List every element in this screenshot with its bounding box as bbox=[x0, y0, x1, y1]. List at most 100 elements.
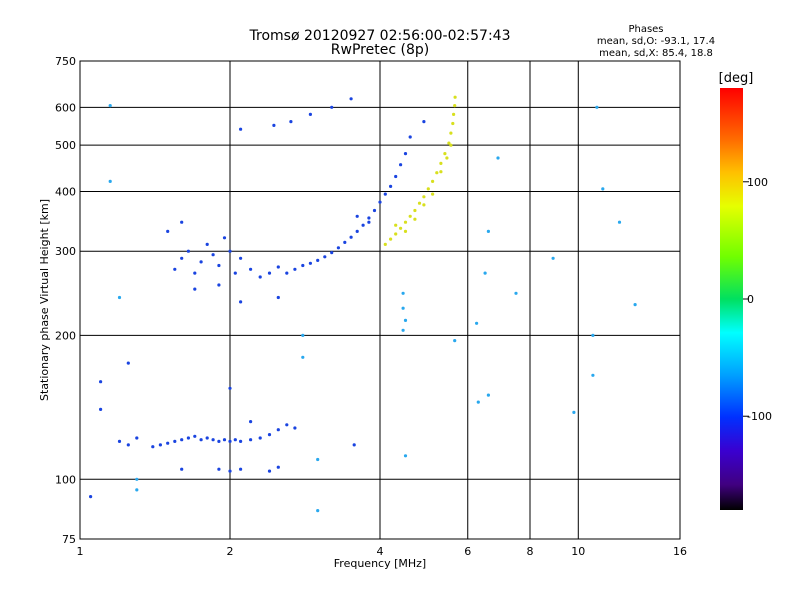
data-point-s0-16 bbox=[285, 271, 289, 275]
chart-subtitle: RwPretec (8p) bbox=[331, 42, 429, 58]
data-point-s0-27 bbox=[361, 223, 365, 227]
data-point-s3-8 bbox=[401, 328, 405, 332]
y-tick-label-400: 400 bbox=[55, 185, 76, 198]
data-point-s1-22 bbox=[285, 423, 289, 427]
data-point-s2-15 bbox=[449, 131, 453, 135]
data-point-s0-22 bbox=[330, 251, 334, 255]
data-point-s0-23 bbox=[336, 246, 340, 250]
data-point-s0-7 bbox=[217, 263, 221, 268]
data-point-s2-12 bbox=[439, 161, 443, 165]
data-point-s0-26 bbox=[355, 229, 359, 233]
data-point-s3-11 bbox=[496, 156, 500, 160]
y-tick-label-600: 600 bbox=[55, 101, 76, 114]
data-point-s1-3 bbox=[151, 445, 155, 449]
x-tick-label-16: 16 bbox=[673, 545, 687, 558]
x-tick-label-8: 8 bbox=[527, 545, 534, 558]
data-point-s2-7 bbox=[417, 201, 422, 205]
data-point-s2-27 bbox=[449, 143, 453, 147]
colorbar-ticks: 100 0 -100 bbox=[743, 176, 772, 423]
data-point-s0-34 bbox=[399, 163, 403, 167]
data-point-s2-2 bbox=[394, 232, 398, 236]
data-point-s0-45 bbox=[217, 283, 221, 287]
data-point-s1-20 bbox=[267, 433, 272, 437]
data-point-s3-14 bbox=[591, 333, 595, 337]
data-point-s1-19 bbox=[258, 436, 262, 440]
data-point-s3-4 bbox=[453, 339, 457, 343]
data-point-s0-0 bbox=[173, 267, 177, 271]
chart-title: Tromsø 20120927 02:56:00-02:57:43 bbox=[249, 28, 511, 44]
data-point-s1-7 bbox=[180, 438, 184, 442]
data-point-s0-13 bbox=[258, 275, 262, 279]
data-point-s3-7 bbox=[403, 318, 408, 322]
data-point-s0-37 bbox=[180, 220, 184, 224]
data-point-s1-24 bbox=[180, 467, 184, 471]
data-point-s0-11 bbox=[239, 256, 243, 260]
data-point-s0-43 bbox=[349, 97, 353, 101]
data-point-s1-29 bbox=[276, 465, 280, 469]
data-point-s2-1 bbox=[389, 237, 393, 241]
y-tick-label-750: 750 bbox=[55, 55, 76, 68]
data-point-s0-35 bbox=[403, 152, 408, 156]
x-tick-label-1: 1 bbox=[77, 545, 84, 558]
x-tick-label-2: 2 bbox=[227, 545, 234, 558]
data-point-s3-25 bbox=[135, 488, 139, 492]
data-point-s1-0 bbox=[117, 439, 122, 443]
data-point-s1-5 bbox=[166, 441, 170, 445]
data-point-s0-9 bbox=[228, 249, 232, 253]
data-point-s0-28 bbox=[367, 216, 371, 220]
colorbar-gradient bbox=[720, 88, 743, 510]
data-point-s0-49 bbox=[367, 220, 371, 224]
data-point-s3-21 bbox=[108, 104, 112, 108]
data-point-s0-3 bbox=[193, 271, 197, 275]
data-point-s3-1 bbox=[483, 271, 487, 275]
data-point-s1-9 bbox=[193, 434, 197, 438]
x-tick-label-6: 6 bbox=[464, 545, 471, 558]
data-point-s2-11 bbox=[435, 171, 439, 175]
data-point-s1-35 bbox=[352, 443, 356, 447]
data-point-s0-51 bbox=[422, 120, 426, 124]
data-point-s2-6 bbox=[413, 208, 417, 213]
data-point-s0-18 bbox=[301, 263, 305, 268]
data-point-s1-25 bbox=[217, 467, 221, 471]
data-point-s0-1 bbox=[180, 256, 184, 260]
data-point-s0-14 bbox=[267, 271, 272, 275]
data-point-s0-25 bbox=[349, 235, 353, 239]
colorbar-label: [deg] bbox=[719, 71, 754, 86]
data-point-s1-4 bbox=[158, 443, 162, 447]
legend: Phases mean, sd,O: -93.1, 17.4 mean, sd,… bbox=[597, 24, 715, 59]
x-axis-label: Frequency [MHz] bbox=[334, 557, 426, 570]
data-point-s0-40 bbox=[289, 120, 293, 124]
colorbar-tick-label-0: 0 bbox=[747, 293, 754, 306]
data-point-s1-31 bbox=[99, 380, 103, 384]
data-point-s3-20 bbox=[572, 410, 576, 414]
data-point-s0-17 bbox=[293, 267, 297, 271]
data-point-s3-19 bbox=[633, 303, 637, 307]
data-point-s0-8 bbox=[222, 236, 227, 240]
data-point-s1-18 bbox=[249, 438, 253, 442]
data-point-s3-23 bbox=[117, 295, 122, 300]
data-point-s0-48 bbox=[355, 214, 359, 218]
data-point-s1-15 bbox=[228, 439, 232, 443]
data-point-s1-32 bbox=[126, 361, 130, 365]
data-point-s1-10 bbox=[199, 438, 203, 442]
y-tick-label-200: 200 bbox=[55, 329, 76, 342]
data-point-s0-39 bbox=[272, 123, 276, 127]
data-point-s1-34 bbox=[228, 386, 232, 390]
data-point-s3-16 bbox=[595, 105, 599, 109]
y-axis-ticks: 75 100 200 300 400 500 600 750 bbox=[55, 55, 76, 546]
data-point-s3-26 bbox=[316, 509, 320, 513]
data-point-s1-33 bbox=[99, 407, 103, 411]
data-point-s2-9 bbox=[426, 187, 430, 191]
x-tick-label-10: 10 bbox=[571, 545, 585, 558]
data-point-s2-3 bbox=[399, 226, 403, 230]
data-point-s2-17 bbox=[452, 112, 456, 116]
data-point-s0-20 bbox=[316, 258, 320, 262]
data-point-s2-13 bbox=[443, 152, 447, 156]
data-point-s3-27 bbox=[301, 355, 305, 359]
data-point-s1-21 bbox=[276, 428, 280, 432]
data-point-s3-3 bbox=[476, 400, 480, 404]
data-point-s3-28 bbox=[301, 333, 305, 337]
data-point-s0-32 bbox=[389, 184, 393, 188]
data-point-s3-24 bbox=[135, 477, 139, 481]
